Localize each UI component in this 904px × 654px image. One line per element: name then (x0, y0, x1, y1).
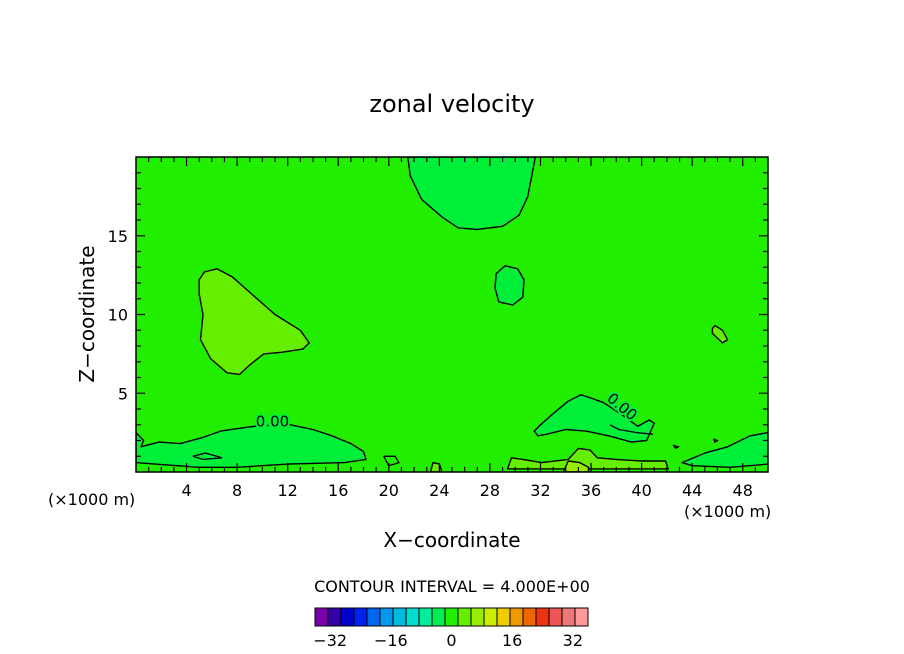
y-axis-label: Z−coordinate (75, 245, 99, 382)
colorbar-swatch (353, 607, 368, 627)
contour-line (672, 444, 680, 450)
colorbar-tick-label: −16 (374, 631, 408, 650)
x-tick-label: 48 (733, 481, 753, 500)
x-tick-label: 24 (429, 481, 449, 500)
colorbar-tick-label: 16 (502, 631, 522, 650)
colorbar-swatch (392, 607, 407, 627)
colorbar-swatch (574, 607, 589, 627)
colorbar-swatch (561, 607, 576, 627)
x-tick-label: 20 (379, 481, 399, 500)
colorbar-swatch (548, 607, 563, 627)
colorbar-swatch (405, 607, 420, 627)
colorbar-swatch (535, 607, 550, 627)
x-tick-label: 40 (631, 481, 651, 500)
colorbar-swatch (509, 607, 524, 627)
colorbar-swatch (522, 607, 537, 627)
colorbar: −32 −16 0 16 32 (313, 607, 589, 650)
y-axis: 5 10 15 (108, 172, 768, 457)
colorbar-swatch (327, 607, 342, 627)
x-axis: 4 8 12 16 20 24 28 32 36 40 44 48 (148, 157, 756, 500)
x-tick-label: 28 (480, 481, 500, 500)
plot-area: 0.00 0.00 (135, 156, 769, 473)
chart-title: zonal velocity (369, 90, 534, 118)
x-tick-label: 4 (181, 481, 191, 500)
colorbar-swatch (444, 607, 459, 627)
colorbar-tick-label: 0 (446, 631, 456, 650)
colorbar-swatch (470, 607, 485, 627)
x-tick-label: 36 (581, 481, 601, 500)
colorbar-swatch (340, 607, 355, 627)
contour-region-positive-patch-bottom-center (506, 447, 669, 470)
x-tick-label: 32 (530, 481, 550, 500)
contour-line (383, 455, 400, 467)
colorbar-swatch (431, 607, 446, 627)
contour-line (712, 438, 719, 444)
contour-region-zero-contour-top (407, 157, 537, 231)
x-tick-label: 12 (278, 481, 298, 500)
colorbar-swatch (366, 607, 381, 627)
x-unit-left: (×1000 m) (48, 490, 135, 509)
contour-region-positive-blob-left (198, 268, 310, 376)
y-tick-label: 10 (108, 306, 128, 325)
x-tick-label: 16 (328, 481, 348, 500)
contour-region-zero-contour-small-loop (494, 265, 525, 306)
x-tick-label: 44 (682, 481, 702, 500)
contour-region-zero-contour-bottom-right (681, 431, 768, 468)
colorbar-swatch (496, 607, 511, 627)
x-axis-label: X−coordinate (383, 528, 520, 552)
y-tick-label: 15 (108, 227, 128, 246)
x-unit-right: (×1000 m) (684, 502, 771, 521)
y-tick-label: 5 (118, 384, 128, 403)
contour-line (609, 424, 654, 435)
contour-region-positive-blob-right (711, 324, 729, 344)
colorbar-tick-label: −32 (313, 631, 347, 650)
contour-interval-label: CONTOUR INTERVAL = 4.000E+00 (314, 577, 590, 596)
colorbar-swatch (379, 607, 394, 627)
colorbar-swatch (483, 607, 498, 627)
contour-label: 0.00 (256, 412, 289, 430)
x-tick-label: 8 (232, 481, 242, 500)
colorbar-swatch (418, 607, 433, 627)
colorbar-swatch (314, 607, 329, 627)
colorbar-tick-label: 32 (563, 631, 583, 650)
contour-line (192, 452, 223, 461)
contour-region-positive-patch-bottom-center-2 (562, 460, 590, 472)
colorbar-swatch (457, 607, 472, 627)
